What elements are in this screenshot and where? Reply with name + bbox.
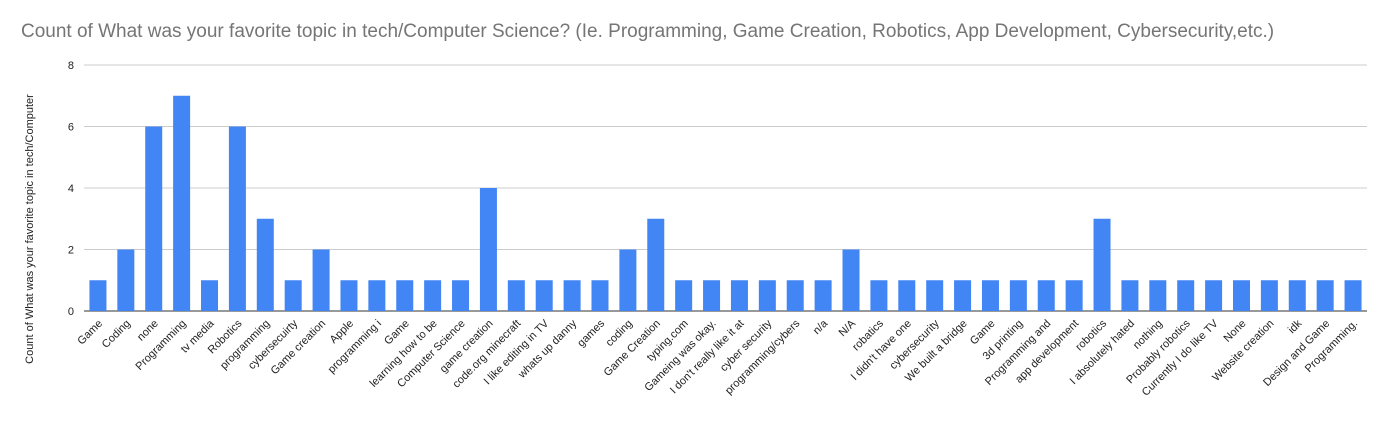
bar <box>591 280 609 311</box>
bar <box>507 280 525 311</box>
bar <box>730 280 748 311</box>
bar <box>284 280 302 311</box>
bar <box>1232 280 1250 311</box>
bar <box>981 280 999 311</box>
bars <box>89 95 1362 311</box>
bar <box>228 126 246 311</box>
bar <box>396 280 414 311</box>
y-tick-label: 4 <box>68 183 74 195</box>
bar <box>1260 280 1278 311</box>
bar <box>954 280 972 311</box>
x-tick-label: n/a <box>811 317 831 337</box>
bar <box>898 280 916 311</box>
bar <box>173 95 191 311</box>
x-tick-label: games <box>575 317 607 349</box>
bar <box>1288 280 1306 311</box>
bar <box>842 249 860 311</box>
gridlines <box>84 64 1367 312</box>
bar <box>1205 280 1223 311</box>
bar <box>340 280 358 311</box>
x-tick-label: idk <box>1286 317 1305 336</box>
bar <box>535 280 553 311</box>
bar <box>201 280 219 311</box>
bar <box>675 280 693 311</box>
x-tick-label: Coding <box>100 318 133 351</box>
bar <box>870 280 888 311</box>
bar <box>89 280 107 311</box>
bar <box>1121 280 1139 311</box>
bar <box>256 218 274 311</box>
bar <box>1344 280 1362 311</box>
bar <box>117 249 135 311</box>
bar <box>1149 280 1167 311</box>
bar <box>758 280 776 311</box>
bar <box>647 218 665 311</box>
chart-title: Count of What was your favorite topic in… <box>21 21 1275 42</box>
x-tick-label: N/A <box>837 317 859 339</box>
bar <box>312 249 330 311</box>
y-tick-label: 6 <box>68 122 74 134</box>
bar <box>1009 280 1027 311</box>
bar <box>786 280 804 311</box>
bar <box>1037 280 1055 311</box>
bar <box>1065 280 1083 311</box>
bar <box>145 126 163 311</box>
y-tick-label: 0 <box>68 306 74 318</box>
bar <box>619 249 637 311</box>
bar <box>1177 280 1195 311</box>
bar <box>368 280 386 311</box>
bar <box>814 280 832 311</box>
bar <box>1316 280 1334 311</box>
bar <box>452 280 470 311</box>
bar <box>424 280 442 311</box>
y-axis-ticks: 0 2 4 6 8 <box>68 60 74 318</box>
y-tick-label: 8 <box>68 60 74 72</box>
bar <box>563 280 581 311</box>
bar <box>926 280 944 311</box>
y-axis-label: Count of What was your favorite topic in… <box>24 94 36 364</box>
bar <box>703 280 721 311</box>
bar <box>479 188 497 311</box>
bar <box>1093 218 1111 311</box>
y-tick-label: 2 <box>68 245 74 257</box>
